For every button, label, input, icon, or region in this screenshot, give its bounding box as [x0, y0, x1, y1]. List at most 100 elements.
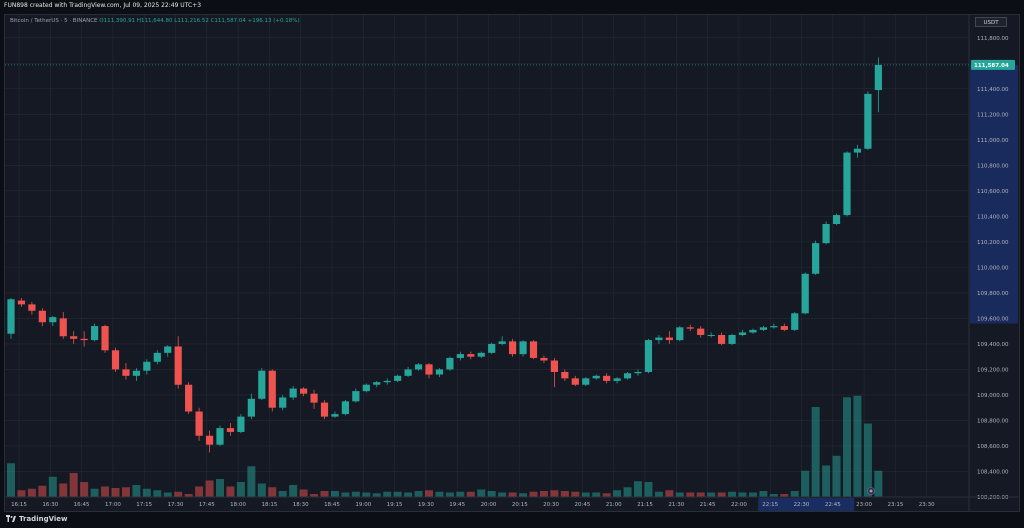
chart-panel[interactable]: 108,200.00 108,400.00 108,600.00 108,800.00… — [4, 14, 1020, 512]
candle-body[interactable] — [289, 388, 297, 398]
candlestick-chart[interactable]: 108,200.00 108,400.00 108,600.00 108,800.00… — [5, 15, 1019, 511]
candle-body[interactable] — [247, 398, 255, 417]
candle-body[interactable] — [812, 243, 820, 274]
candle-body[interactable] — [853, 148, 862, 153]
candle-body[interactable] — [697, 328, 705, 335]
candle-body[interactable] — [791, 313, 799, 330]
candle-body[interactable] — [394, 375, 402, 381]
candle-body[interactable] — [195, 411, 203, 436]
candle-body[interactable] — [174, 346, 182, 385]
candle-body[interactable] — [414, 364, 423, 370]
candle-body[interactable] — [613, 378, 621, 381]
volume-bar — [268, 487, 277, 497]
candle-body[interactable] — [874, 64, 882, 91]
candle-body[interactable] — [770, 326, 778, 328]
candle-body[interactable] — [320, 402, 329, 417]
candle-body[interactable] — [80, 338, 88, 341]
candle-body[interactable] — [70, 336, 78, 339]
candle-body[interactable] — [832, 215, 841, 225]
tradingview-logo-icon — [6, 515, 16, 522]
currency-button[interactable]: USDT — [975, 17, 1007, 27]
candle-body[interactable] — [49, 317, 57, 323]
candle-body[interactable] — [801, 273, 809, 314]
candle-body[interactable] — [446, 357, 454, 370]
price-tick-label: 110,600.00 — [977, 189, 1009, 195]
candle-body[interactable] — [676, 327, 684, 341]
candle-body[interactable] — [822, 224, 830, 244]
candle-body[interactable] — [509, 341, 517, 355]
candle-body[interactable] — [362, 384, 370, 392]
candle-body[interactable] — [477, 352, 485, 357]
candle-body[interactable] — [738, 332, 747, 335]
time-tick-label: 19:45 — [449, 502, 465, 508]
candle-body[interactable] — [529, 341, 538, 358]
candle-body[interactable] — [205, 435, 214, 445]
candle-body[interactable] — [226, 428, 235, 432]
candle-body[interactable] — [456, 354, 464, 358]
candle-body[interactable] — [38, 310, 46, 323]
volume-bar — [330, 491, 339, 497]
candle-body[interactable] — [122, 369, 130, 376]
volume-bar — [571, 491, 580, 497]
candle-body[interactable] — [749, 329, 757, 333]
candle-body[interactable] — [540, 357, 548, 361]
candle-body[interactable] — [780, 326, 788, 330]
volume-bar — [289, 485, 298, 497]
candle-body[interactable] — [707, 334, 715, 336]
candle-body[interactable] — [28, 304, 36, 311]
candle-body[interactable] — [467, 354, 475, 357]
candle-body[interactable] — [665, 337, 673, 341]
candle-body[interactable] — [550, 360, 558, 372]
footer-bar: TradingView — [0, 512, 1024, 528]
candle-body[interactable] — [571, 378, 579, 385]
candle-body[interactable] — [519, 341, 527, 355]
candle-body[interactable] — [279, 397, 287, 408]
candle-body[interactable] — [143, 361, 151, 371]
candle-body[interactable] — [268, 370, 276, 408]
candle-body[interactable] — [111, 350, 120, 370]
volume-bar — [654, 491, 663, 497]
candle-body[interactable] — [718, 334, 726, 344]
candle-body[interactable] — [258, 370, 266, 399]
candle-body[interactable] — [634, 371, 642, 374]
volume-bar — [299, 489, 308, 497]
candle-body[interactable] — [404, 369, 412, 376]
time-tick-label: 17:45 — [199, 502, 215, 508]
candle-body[interactable] — [59, 318, 67, 337]
candle-body[interactable] — [686, 327, 694, 329]
candle-body[interactable] — [644, 340, 653, 372]
candle-body[interactable] — [7, 299, 15, 334]
candle-body[interactable] — [592, 375, 600, 379]
candle-body[interactable] — [728, 334, 736, 344]
candle-body[interactable] — [843, 152, 851, 216]
candle-body[interactable] — [383, 380, 391, 383]
candle-body[interactable] — [164, 346, 172, 353]
candle-body[interactable] — [498, 341, 506, 344]
candle-body[interactable] — [864, 93, 872, 149]
candle-body[interactable] — [17, 300, 26, 305]
candle-body[interactable] — [216, 428, 224, 445]
candle-body[interactable] — [341, 401, 349, 415]
candle-body[interactable] — [237, 416, 245, 432]
candle-body[interactable] — [310, 393, 318, 403]
candle-body[interactable] — [759, 327, 767, 330]
candle-body[interactable] — [488, 343, 496, 353]
candle-body[interactable] — [435, 369, 444, 375]
candle-body[interactable] — [153, 352, 161, 362]
volume-bar — [832, 455, 841, 497]
candle-body[interactable] — [91, 326, 99, 341]
candle-body[interactable] — [352, 391, 360, 402]
candle-body[interactable] — [132, 370, 140, 376]
candle-body[interactable] — [603, 375, 611, 381]
candle-body[interactable] — [101, 326, 109, 351]
candle-body[interactable] — [373, 382, 381, 385]
candle-body[interactable] — [655, 337, 663, 341]
candle-body[interactable] — [623, 373, 632, 379]
candle-body[interactable] — [300, 388, 308, 394]
candle-body[interactable] — [582, 378, 590, 385]
candle-body[interactable] — [425, 364, 433, 375]
candle-body[interactable] — [185, 384, 193, 412]
candle-body[interactable] — [561, 371, 569, 379]
volume-bar — [539, 491, 548, 497]
candle-body[interactable] — [331, 414, 339, 417]
